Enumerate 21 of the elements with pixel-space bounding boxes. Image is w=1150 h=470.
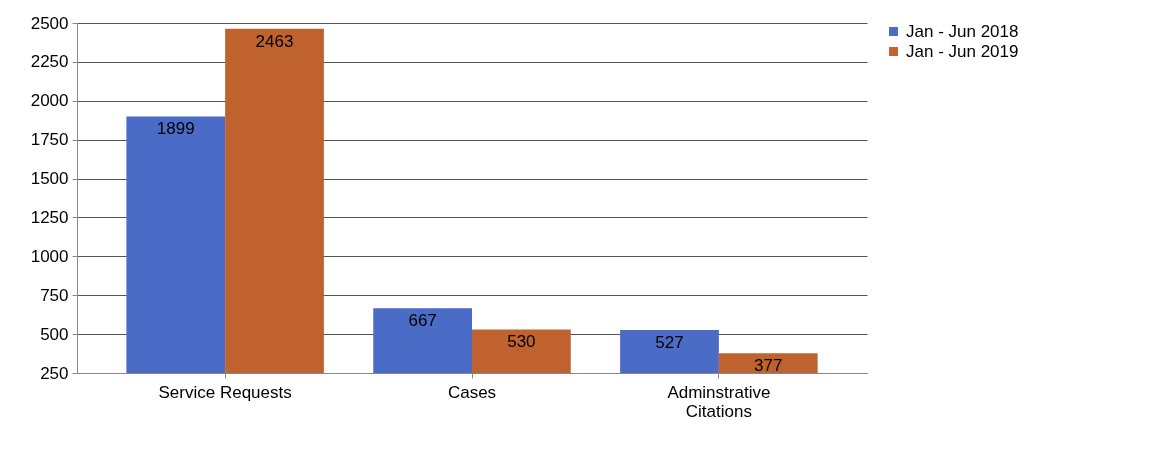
legend-label: Jan - Jun 2018: [906, 21, 1019, 41]
y-tick-label: 750: [40, 285, 69, 305]
data-label: 667: [408, 311, 437, 331]
legend-label: Jan - Jun 2019: [906, 41, 1019, 61]
x-tick-label: Service Requests: [158, 382, 292, 402]
data-label: 2463: [255, 31, 294, 51]
y-tick-label: 1500: [30, 169, 69, 189]
y-tick-label: 1250: [30, 207, 69, 227]
x-tick-label: Adminstrative Citations: [667, 382, 771, 421]
y-tick-label: 2500: [30, 13, 69, 33]
data-label: 527: [655, 332, 684, 352]
y-tick-label: 1750: [30, 130, 69, 150]
data-label: 377: [754, 356, 783, 376]
y-tick-label: 2000: [30, 91, 69, 111]
x-tick-label: Cases: [447, 382, 497, 402]
y-tick-label: 1000: [30, 246, 69, 266]
data-label: 530: [507, 332, 536, 352]
y-tick-label: 2250: [30, 52, 69, 72]
y-tick-label: 500: [40, 324, 69, 344]
data-label: 1899: [156, 119, 195, 139]
y-tick-label: 250: [40, 363, 69, 383]
